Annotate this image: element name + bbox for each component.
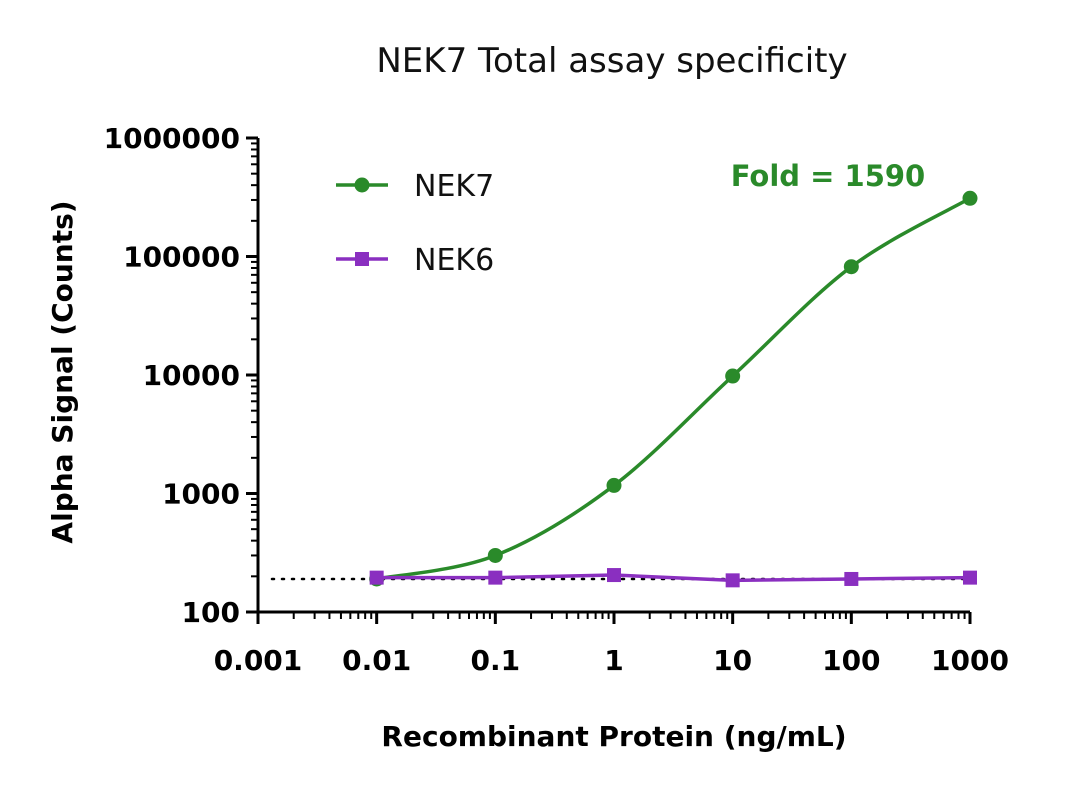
- y-axis-label: Alpha Signal (Counts): [46, 200, 79, 543]
- x-tick-label: 0.01: [342, 644, 411, 677]
- legend: NEK7 NEK6: [336, 169, 494, 278]
- x-tick-label: 10: [713, 644, 752, 677]
- data-point-nek6: [607, 568, 621, 583]
- data-point-nek7: [725, 368, 741, 384]
- data-point-nek7: [606, 477, 622, 493]
- data-point-nek6: [369, 570, 384, 585]
- series-line-nek7: [376, 196, 971, 581]
- y-tick-label: 100000: [123, 241, 240, 274]
- fold-annotation: Fold = 1590: [731, 159, 925, 193]
- y-tick-label: 100: [182, 596, 240, 629]
- x-tick-label: 100: [822, 644, 880, 677]
- y-tick-label: 1000: [162, 478, 240, 511]
- data-point-nek6: [488, 570, 503, 585]
- series-layer: [369, 190, 978, 588]
- chart-title: NEK7 Total assay specificity: [376, 41, 847, 81]
- axes: 0.001 0.01 0.1 1 10 100 1000 100 1000 10000 100000…: [104, 122, 1009, 677]
- x-axis-label: Recombinant Protein (ng/mL): [381, 720, 846, 753]
- legend-marker-nek7: [354, 177, 370, 193]
- x-tick-label: 0.1: [471, 644, 521, 677]
- series-line-nek6: [376, 573, 971, 583]
- y-tick-label: 1000000: [104, 122, 240, 155]
- data-point-nek7: [487, 547, 503, 563]
- data-point-nek7: [843, 259, 859, 275]
- data-point-nek7: [962, 190, 978, 206]
- x-tick-label: 1: [604, 644, 623, 677]
- legend-label-nek6: NEK6: [414, 243, 494, 278]
- x-tick-label: 1000: [931, 644, 1009, 677]
- data-point-nek6: [725, 573, 740, 588]
- legend-marker-nek6: [355, 252, 369, 266]
- y-tick-label: 10000: [143, 359, 240, 392]
- data-point-nek6: [963, 570, 977, 585]
- legend-label-nek7: NEK7: [414, 169, 494, 204]
- x-tick-label: 0.001: [214, 644, 303, 677]
- data-point-nek6: [844, 571, 859, 586]
